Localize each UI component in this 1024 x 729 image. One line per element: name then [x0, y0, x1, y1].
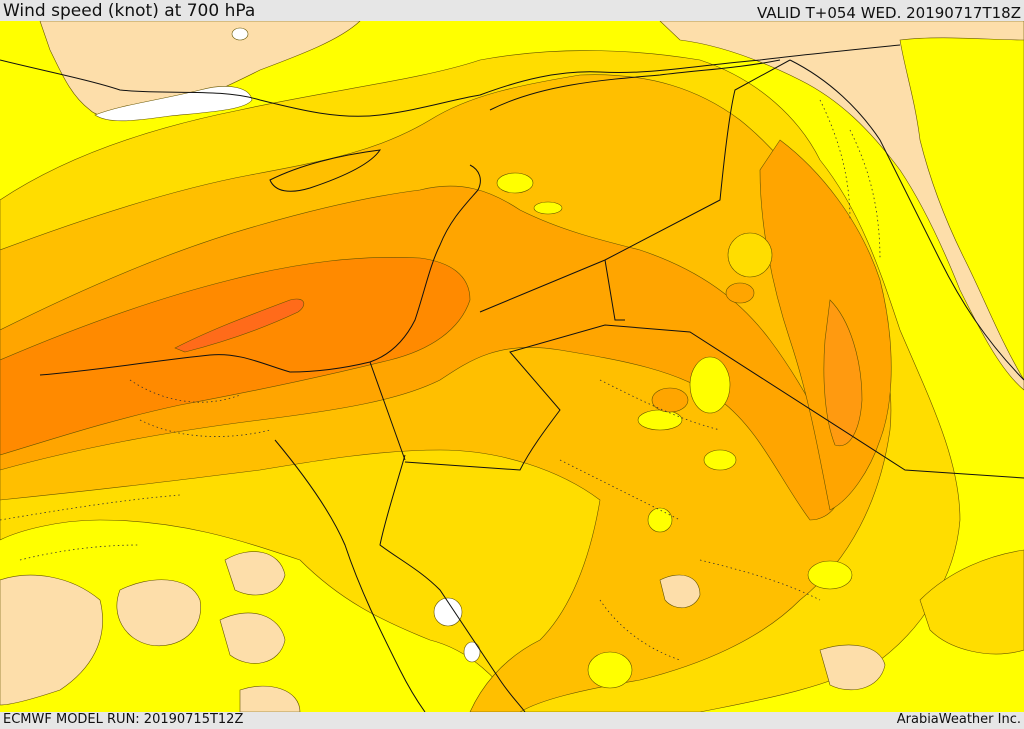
yellow-area-northeast [899, 37, 1024, 381]
coastline-turkey [0, 44, 901, 117]
calm-spot-1 [433, 597, 463, 627]
calm-spot-2 [463, 641, 481, 663]
valid-time: VALID T+054 WED. 20190717T18Z [756, 4, 1021, 22]
contour-band-light-orange-east [919, 549, 1024, 655]
border-jordan-saudi [404, 324, 1024, 479]
border-iraq-saudi [604, 259, 625, 321]
low-wind-area-southwest [0, 574, 103, 706]
calm-spot-3 [231, 27, 249, 41]
yellow-pocket-5 [703, 449, 737, 471]
low-wind-patch-4 [239, 685, 301, 712]
yellow-pocket-4 [637, 409, 683, 431]
footer-bar: ECMWF MODEL RUN: 20190715T12Z ArabiaWeat… [0, 712, 1024, 729]
yellow-pocket-8 [587, 651, 633, 689]
wind-speed-map [0, 21, 1024, 712]
coastline-red-sea [274, 439, 426, 712]
low-wind-patch-6 [659, 574, 701, 608]
border-iran-iraq [789, 59, 1024, 381]
low-wind-patch-1 [116, 579, 201, 647]
admin-boundaries [0, 99, 881, 661]
yellow-pocket-2 [533, 201, 563, 215]
model-run: ECMWF MODEL RUN: 20190715T12Z [3, 712, 244, 727]
coastline-cyprus [269, 149, 382, 192]
yellow-pocket-7 [807, 560, 853, 590]
contour-band-orange-4 [174, 298, 305, 353]
low-wind-patch-2 [224, 551, 286, 596]
yellow-pocket-6 [647, 507, 673, 533]
orange-pocket-2 [651, 387, 689, 413]
credit: ArabiaWeather Inc. [896, 712, 1021, 727]
map-title: Wind speed (knot) at 700 hPa [3, 1, 256, 21]
coastline-levant [39, 164, 481, 376]
yellow-pocket-3 [689, 356, 731, 414]
coastline-gulf-aqaba [379, 454, 526, 712]
border-syria-iraq [479, 59, 791, 313]
low-wind-patch-3 [219, 612, 286, 664]
orange-pocket-1 [725, 282, 755, 304]
border-egypt-israel [369, 361, 406, 461]
yellow-pocket-1 [496, 172, 534, 194]
header-bar: Wind speed (knot) at 700 hPa VALID T+054… [0, 0, 1024, 22]
yellow-pocket-9 [727, 232, 773, 278]
contour-band-orange-3-east [823, 299, 863, 447]
calm-area-northwest [94, 86, 253, 122]
contour-band-orange-1 [0, 74, 892, 712]
border-syria-turkey [489, 59, 781, 111]
low-wind-patch-5 [819, 644, 886, 691]
